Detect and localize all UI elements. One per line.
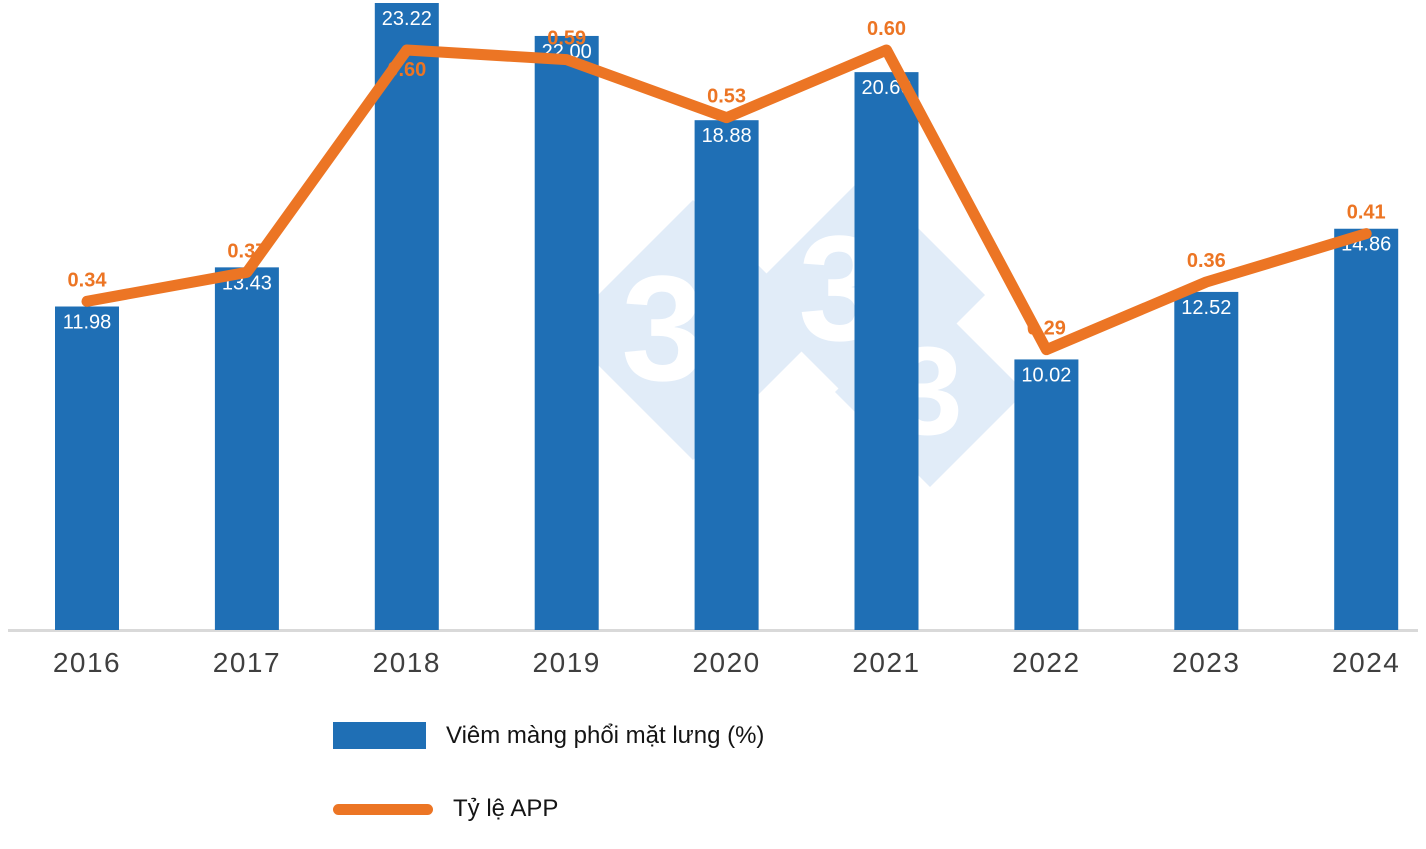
legend-bar-swatch — [333, 722, 426, 749]
bar — [854, 72, 919, 631]
x-axis-label: 2016 — [53, 647, 121, 678]
legend: Viêm màng phổi mặt lưng (%) Tỷ lệ APP — [333, 722, 764, 849]
bar-value-label: 10.02 — [1021, 364, 1071, 386]
bar — [694, 120, 759, 630]
x-axis-label: 2021 — [852, 647, 920, 678]
x-axis-label: 2023 — [1172, 647, 1240, 678]
bar — [1014, 359, 1079, 630]
chart-plot-area: 3 3311.9813.4323.2222.0018.8820.6610.0212… — [8, 3, 1418, 678]
line-value-label: 0.53 — [707, 86, 746, 108]
bar-value-label: 23.22 — [382, 8, 432, 30]
legend-item-line-series: Tỷ lệ APP — [333, 797, 764, 821]
x-axis-label: 2022 — [1012, 647, 1080, 678]
legend-item-bar-series: Viêm màng phổi mặt lưng (%) — [333, 722, 764, 749]
line-value-label: 0.34 — [68, 269, 108, 291]
bar — [1174, 291, 1239, 630]
line-value-label: 0.41 — [1347, 202, 1386, 224]
bar — [214, 267, 279, 630]
line-series — [81, 44, 1372, 356]
bar — [374, 3, 439, 630]
bar — [1334, 228, 1399, 630]
bar — [534, 35, 599, 630]
bar-value-label: 11.98 — [63, 312, 112, 334]
line-value-label: 0.59 — [547, 28, 586, 50]
bar — [55, 306, 119, 630]
line-value-label: 0.60 — [867, 18, 906, 40]
watermark-digit: 3 — [621, 244, 704, 412]
legend-bar-label: Viêm màng phổi mặt lưng (%) — [446, 721, 765, 749]
line-value-label: 0.36 — [1187, 250, 1226, 272]
line-value-label: 0.29 — [1027, 318, 1066, 340]
x-axis-label: 2020 — [692, 647, 760, 678]
line-value-label: 0.60 — [387, 59, 426, 81]
x-axis-label: 2017 — [213, 647, 281, 678]
x-axis-line — [8, 629, 1418, 632]
bar-value-label: 18.88 — [702, 125, 752, 147]
legend-line-swatch — [333, 803, 433, 815]
x-axis-label: 2019 — [533, 647, 601, 678]
line-value-label: 0.37 — [227, 240, 266, 262]
x-axis-label: 2018 — [373, 647, 441, 678]
bar-value-label: 12.52 — [1181, 297, 1231, 319]
x-axis-label: 2024 — [1332, 647, 1400, 678]
legend-line-label: Tỷ lệ APP — [453, 795, 559, 822]
